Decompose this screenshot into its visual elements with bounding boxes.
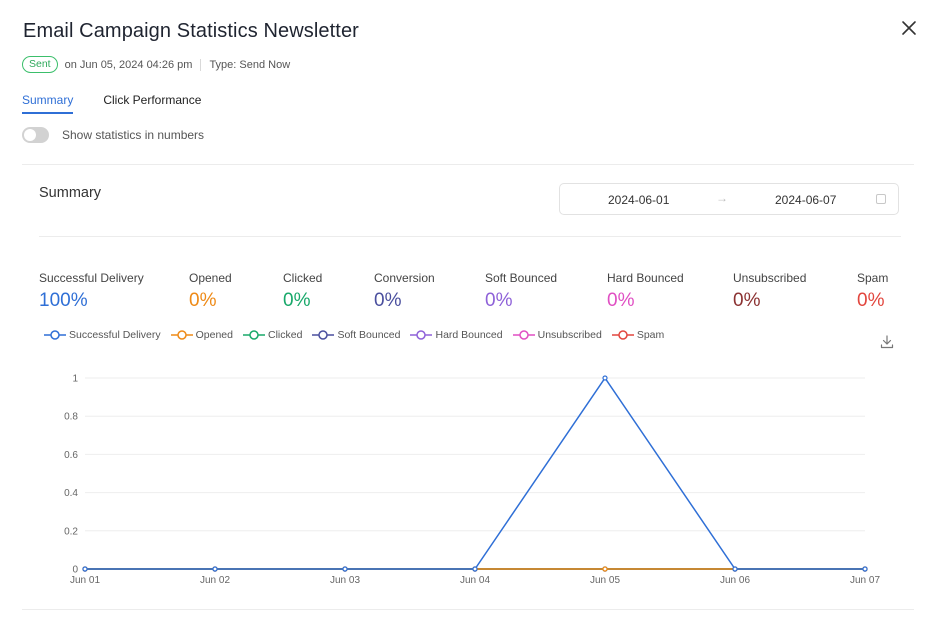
series-line-successful-delivery [85,376,865,570]
date-range-picker[interactable]: 2024-06-01 → 2024-06-07 [559,183,899,215]
stat-label: Conversion [374,271,435,285]
x-tick-label: Jun 07 [850,575,880,586]
legend-marker-icon [410,330,433,340]
legend-marker-icon [44,330,66,340]
stat-value: 0% [857,290,885,311]
x-tick-label: Jun 06 [720,575,750,586]
legend-label: Clicked [268,329,303,341]
arrow-right-icon: → [716,191,728,205]
stat-successful-delivery: Successful Delivery 100% [39,271,144,312]
calendar-icon[interactable] [876,194,886,204]
legend-item[interactable]: Hard Bounced [410,329,503,341]
legend-label: Opened [195,329,233,341]
sent-date: on Jun 05, 2024 04:26 pm [64,58,193,71]
legend-item[interactable]: Unsubscribed [512,329,602,341]
tab-click-performance[interactable]: Click Performance [103,93,202,107]
x-tick-label: Jun 04 [460,575,490,586]
stat-soft-bounced: Soft Bounced 0% [485,271,557,312]
date-to[interactable]: 2024-06-07 [775,193,837,207]
stat-value: 100% [39,290,88,311]
status-badge: Sent [22,56,58,73]
page-title: Email Campaign Statistics Newsletter [23,20,359,42]
data-point[interactable] [472,566,478,572]
summary-title: Summary [39,185,102,201]
legend-label: Spam [636,329,665,341]
data-point[interactable] [862,566,868,572]
data-point[interactable] [342,566,348,572]
meta-divider [200,58,202,71]
stat-label: Clicked [283,271,323,285]
show-numbers-toggle[interactable] [22,127,49,143]
y-tick-label: 1 [72,374,78,385]
y-tick-label: 0.4 [64,488,78,499]
stat-label: Soft Bounced [485,271,558,285]
legend-item[interactable]: Clicked [243,329,302,341]
show-numbers-label: Show statistics in numbers [62,128,205,142]
data-point[interactable] [732,566,738,572]
y-tick-label: 0.2 [64,526,78,537]
send-type: Type: Send Now [209,58,291,71]
legend-item[interactable]: Opened [170,329,233,341]
stat-hard-bounced: Hard Bounced 0% [607,271,684,312]
legend-marker-icon [312,330,335,340]
legend-label: Successful Delivery [69,329,161,341]
stat-unsubscribed: Unsubscribed 0% [733,271,806,312]
stat-label: Successful Delivery [39,271,144,285]
tab-summary[interactable]: Summary [22,93,74,114]
close-icon[interactable] [900,19,918,37]
legend-item[interactable]: Spam [611,329,665,341]
data-point[interactable] [602,375,608,381]
download-icon[interactable] [880,335,894,349]
legend-label: Hard Bounced [435,329,503,341]
legend-marker-icon [611,330,634,340]
date-from[interactable]: 2024-06-01 [608,193,670,207]
x-tick-label: Jun 01 [70,575,100,586]
toggle-knob [24,129,36,141]
stat-label: Opened [189,271,232,285]
delivery-line-chart: 0 0.2 0.4 0.6 0.8 1 Jun 01 Jun 02 Jun 03 Jun 04 Ju… [64,374,880,587]
stat-conversion: Conversion 0% [374,271,435,312]
tab-bar: Summary Click Performance [22,93,231,114]
campaign-meta: Sent on Jun 05, 2024 04:26 pm Type: Send… [22,56,290,73]
stat-value: 0% [607,290,635,311]
y-tick-label: 0.8 [64,412,78,423]
legend-label: Unsubscribed [537,329,602,341]
stat-value: 0% [733,290,761,311]
y-tick-label: 0 [72,565,78,576]
summary-card: Summary 2024-06-01 → 2024-06-07 Successf… [22,164,914,610]
x-tick-label: Jun 05 [590,575,620,586]
x-tick-label: Jun 02 [200,575,230,586]
statistics-toggle-row: Show statistics in numbers [22,127,204,143]
stat-value: 0% [374,290,402,311]
data-point[interactable] [212,566,218,572]
stat-spam: Spam 0% [857,271,888,312]
stat-value: 0% [485,290,513,311]
stat-opened: Opened 0% [189,271,232,312]
y-tick-label: 0.6 [64,450,78,461]
legend-marker-icon [243,330,265,340]
data-point[interactable] [602,566,608,572]
legend-marker-icon [512,330,535,340]
stat-label: Unsubscribed [733,271,807,285]
chart-legend: Successful Delivery Opened Clicked Soft Bou… [44,329,674,341]
data-point[interactable] [82,566,88,572]
card-divider [39,236,901,237]
stat-clicked: Clicked 0% [283,271,322,312]
x-tick-label: Jun 03 [330,575,360,586]
stat-label: Spam [857,271,889,285]
legend-item[interactable]: Soft Bounced [312,329,400,341]
legend-label: Soft Bounced [337,329,401,341]
legend-marker-icon [170,330,193,340]
stat-label: Hard Bounced [607,271,684,285]
stat-value: 0% [283,290,311,311]
legend-item[interactable]: Successful Delivery [44,329,161,341]
stat-value: 0% [189,290,217,311]
